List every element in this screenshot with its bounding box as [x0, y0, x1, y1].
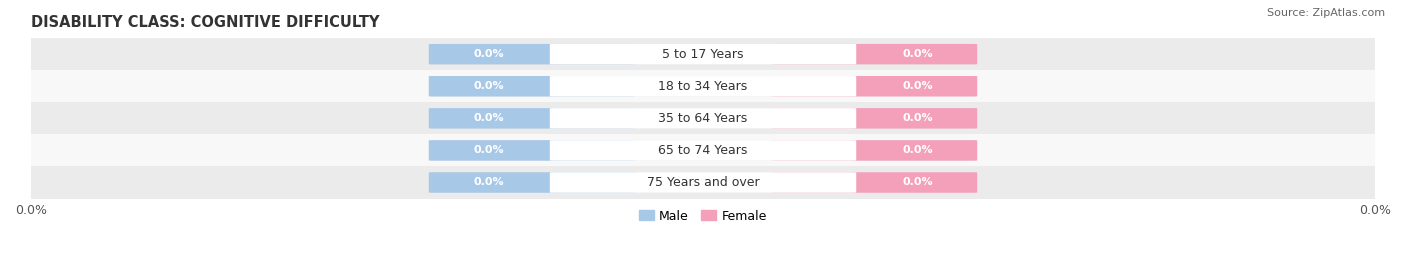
- FancyBboxPatch shape: [429, 172, 977, 193]
- Text: 65 to 74 Years: 65 to 74 Years: [658, 144, 748, 157]
- FancyBboxPatch shape: [772, 44, 977, 64]
- Text: Source: ZipAtlas.com: Source: ZipAtlas.com: [1267, 8, 1385, 18]
- Text: 0.0%: 0.0%: [903, 49, 932, 59]
- Text: 75 Years and over: 75 Years and over: [647, 176, 759, 189]
- FancyBboxPatch shape: [550, 76, 856, 97]
- FancyBboxPatch shape: [772, 108, 977, 129]
- Text: 18 to 34 Years: 18 to 34 Years: [658, 80, 748, 93]
- Legend: Male, Female: Male, Female: [634, 205, 772, 228]
- Text: 0.0%: 0.0%: [903, 146, 932, 155]
- FancyBboxPatch shape: [550, 172, 856, 193]
- Bar: [31, 167, 1375, 199]
- Bar: [31, 38, 1375, 70]
- Text: 0.0%: 0.0%: [474, 81, 503, 91]
- FancyBboxPatch shape: [429, 76, 634, 97]
- Text: 0.0%: 0.0%: [474, 49, 503, 59]
- FancyBboxPatch shape: [772, 172, 977, 193]
- Text: 0.0%: 0.0%: [474, 146, 503, 155]
- FancyBboxPatch shape: [550, 44, 856, 64]
- FancyBboxPatch shape: [429, 76, 977, 97]
- FancyBboxPatch shape: [429, 44, 977, 64]
- Text: 0.0%: 0.0%: [903, 81, 932, 91]
- FancyBboxPatch shape: [772, 76, 977, 97]
- FancyBboxPatch shape: [429, 44, 634, 64]
- Text: 35 to 64 Years: 35 to 64 Years: [658, 112, 748, 125]
- FancyBboxPatch shape: [429, 108, 977, 129]
- Text: DISABILITY CLASS: COGNITIVE DIFFICULTY: DISABILITY CLASS: COGNITIVE DIFFICULTY: [31, 15, 380, 30]
- Text: 0.0%: 0.0%: [903, 178, 932, 187]
- Bar: [31, 70, 1375, 102]
- Bar: [31, 134, 1375, 167]
- FancyBboxPatch shape: [550, 108, 856, 129]
- Text: 5 to 17 Years: 5 to 17 Years: [662, 48, 744, 61]
- FancyBboxPatch shape: [429, 108, 634, 129]
- Text: 0.0%: 0.0%: [474, 178, 503, 187]
- FancyBboxPatch shape: [429, 172, 634, 193]
- Text: 0.0%: 0.0%: [474, 113, 503, 123]
- FancyBboxPatch shape: [550, 140, 856, 161]
- FancyBboxPatch shape: [429, 140, 977, 161]
- Text: 0.0%: 0.0%: [903, 113, 932, 123]
- Bar: [31, 102, 1375, 134]
- FancyBboxPatch shape: [772, 140, 977, 161]
- FancyBboxPatch shape: [429, 140, 634, 161]
